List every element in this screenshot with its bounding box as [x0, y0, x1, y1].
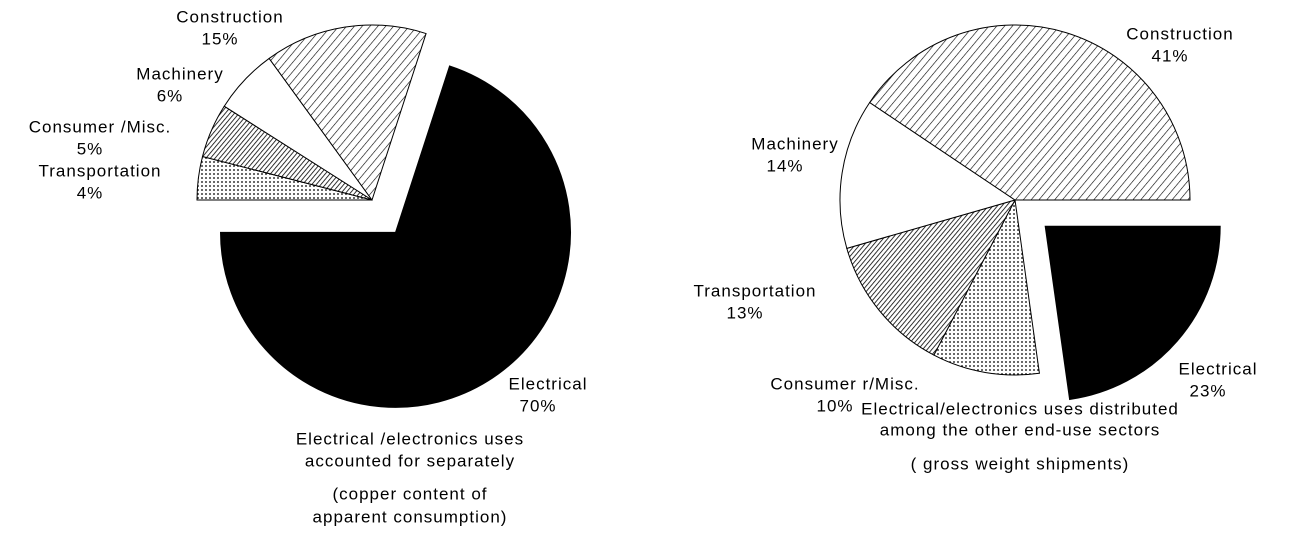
slice-value-label: 15% [201, 29, 238, 48]
slice-value-label: 4% [77, 183, 104, 202]
slice-value-label: 13% [726, 303, 763, 322]
slice-label: Consumer r/Misc. [770, 374, 919, 393]
pie-slice [268, 24, 427, 202]
slice-label: Consumer /Misc. [29, 117, 172, 136]
slice-value-label: 23% [1189, 381, 1226, 400]
slice-value-label: 10% [816, 396, 853, 415]
pie-slice [846, 199, 1016, 356]
slice-label: Electrical [509, 374, 588, 393]
slice-value-label: 6% [157, 86, 184, 105]
slice-value-label: 5% [77, 139, 104, 158]
subcaption: apparent consumption) [313, 507, 508, 526]
slice-label: Construction [176, 7, 283, 26]
pie-slice [220, 65, 572, 408]
slice-label: Electrical [1179, 359, 1258, 378]
caption: among the other end-use sectors [880, 420, 1160, 439]
slice-label: Machinery [136, 64, 223, 83]
pie-slice [868, 24, 1191, 201]
slice-value-label: 41% [1151, 46, 1188, 65]
slice-value-label: 70% [519, 396, 556, 415]
slice-label: Transportation [694, 281, 817, 300]
pie-slice [839, 101, 1017, 249]
slice-label: Transportation [39, 161, 162, 180]
subcaption: (copper content of [332, 484, 487, 503]
pie-slice [1044, 225, 1221, 401]
subcaption: ( gross weight shipments) [911, 454, 1130, 473]
caption: Electrical /electronics uses [296, 429, 524, 448]
caption: Electrical/electronics uses distributed [861, 399, 1179, 418]
pie-slice [933, 198, 1040, 376]
slice-value-label: 14% [766, 156, 803, 175]
caption: accounted for separately [305, 451, 515, 470]
slice-label: Machinery [751, 134, 838, 153]
slice-label: Construction [1126, 24, 1233, 43]
